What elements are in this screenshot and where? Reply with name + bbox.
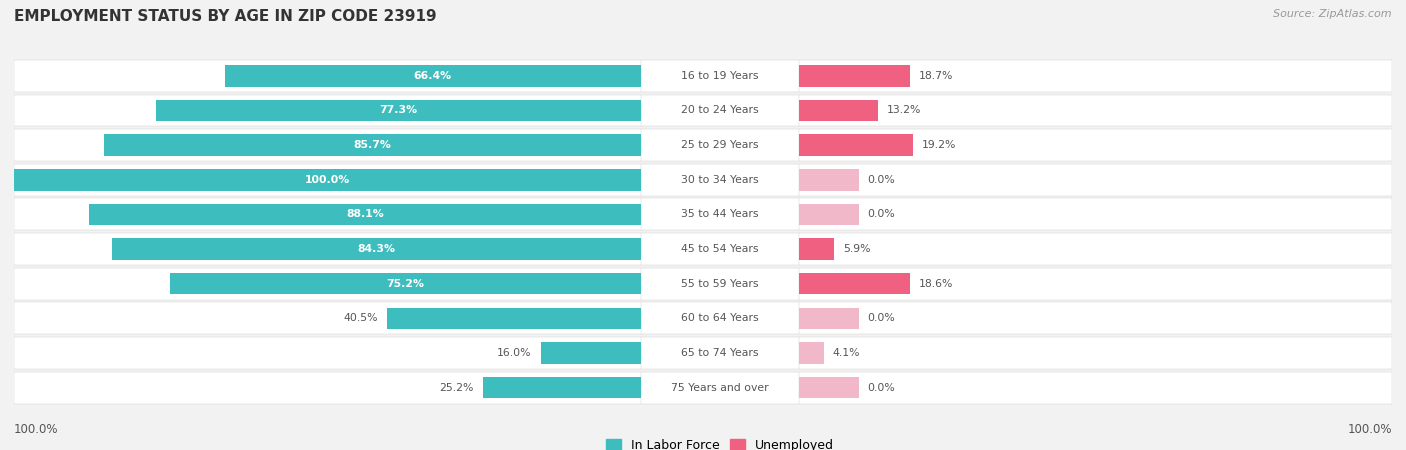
Bar xyxy=(800,238,834,260)
Text: 88.1%: 88.1% xyxy=(346,209,384,220)
Bar xyxy=(89,204,641,225)
Bar xyxy=(800,273,910,294)
Bar xyxy=(800,342,824,364)
Bar xyxy=(14,60,641,92)
Text: 40.5%: 40.5% xyxy=(343,313,378,324)
Text: 19.2%: 19.2% xyxy=(922,140,956,150)
Bar xyxy=(800,164,1392,196)
Bar xyxy=(800,60,1392,92)
Text: Source: ZipAtlas.com: Source: ZipAtlas.com xyxy=(1274,9,1392,19)
Bar xyxy=(641,129,800,161)
Text: 100.0%: 100.0% xyxy=(305,175,350,185)
Text: 18.6%: 18.6% xyxy=(918,279,953,289)
Bar xyxy=(800,129,1392,161)
Bar xyxy=(641,268,800,300)
Text: 35 to 44 Years: 35 to 44 Years xyxy=(682,209,759,220)
Text: 0.0%: 0.0% xyxy=(868,382,896,393)
Text: 75 Years and over: 75 Years and over xyxy=(672,382,769,393)
Bar xyxy=(641,60,800,92)
Bar xyxy=(800,198,1392,230)
Text: 30 to 34 Years: 30 to 34 Years xyxy=(682,175,759,185)
Text: 55 to 59 Years: 55 to 59 Years xyxy=(682,279,759,289)
Text: 0.0%: 0.0% xyxy=(868,209,896,220)
Bar xyxy=(541,342,641,364)
Bar xyxy=(14,337,641,369)
Text: 20 to 24 Years: 20 to 24 Years xyxy=(682,105,759,116)
Text: 16 to 19 Years: 16 to 19 Years xyxy=(682,71,759,81)
Bar xyxy=(800,100,877,121)
Bar xyxy=(800,377,859,398)
Bar xyxy=(800,372,1392,404)
Text: 100.0%: 100.0% xyxy=(14,423,59,436)
Bar xyxy=(14,372,641,404)
Bar xyxy=(641,198,800,230)
Bar xyxy=(641,372,800,404)
Bar xyxy=(14,94,641,126)
Bar xyxy=(14,169,641,190)
Bar xyxy=(14,129,641,161)
Text: 16.0%: 16.0% xyxy=(496,348,531,358)
Text: 75.2%: 75.2% xyxy=(387,279,425,289)
Bar xyxy=(387,308,641,329)
Text: 13.2%: 13.2% xyxy=(887,105,921,116)
Bar xyxy=(14,198,641,230)
Text: 85.7%: 85.7% xyxy=(353,140,391,150)
Bar xyxy=(800,337,1392,369)
Bar xyxy=(484,377,641,398)
Bar xyxy=(800,233,1392,265)
Text: 0.0%: 0.0% xyxy=(868,313,896,324)
Bar xyxy=(641,233,800,265)
Bar xyxy=(800,65,910,86)
Text: 77.3%: 77.3% xyxy=(380,105,418,116)
Bar xyxy=(641,302,800,334)
Text: 84.3%: 84.3% xyxy=(357,244,395,254)
Bar xyxy=(800,169,859,190)
Bar xyxy=(14,233,641,265)
Bar xyxy=(641,94,800,126)
Text: 18.7%: 18.7% xyxy=(920,71,953,81)
Text: 66.4%: 66.4% xyxy=(413,71,451,81)
Text: 60 to 64 Years: 60 to 64 Years xyxy=(682,313,759,324)
Bar xyxy=(14,164,641,196)
Bar xyxy=(800,94,1392,126)
Bar xyxy=(800,135,914,156)
Text: 45 to 54 Years: 45 to 54 Years xyxy=(682,244,759,254)
Bar xyxy=(170,273,641,294)
Text: 25.2%: 25.2% xyxy=(439,382,474,393)
Text: 100.0%: 100.0% xyxy=(1347,423,1392,436)
Bar xyxy=(800,204,859,225)
Text: 5.9%: 5.9% xyxy=(844,244,870,254)
Bar xyxy=(800,268,1392,300)
Text: 65 to 74 Years: 65 to 74 Years xyxy=(682,348,759,358)
Bar xyxy=(800,302,1392,334)
Bar xyxy=(641,164,800,196)
Bar xyxy=(156,100,641,121)
Text: 25 to 29 Years: 25 to 29 Years xyxy=(682,140,759,150)
Legend: In Labor Force, Unemployed: In Labor Force, Unemployed xyxy=(606,439,834,450)
Text: EMPLOYMENT STATUS BY AGE IN ZIP CODE 23919: EMPLOYMENT STATUS BY AGE IN ZIP CODE 239… xyxy=(14,9,437,24)
Bar xyxy=(641,337,800,369)
Text: 4.1%: 4.1% xyxy=(832,348,860,358)
Bar xyxy=(112,238,641,260)
Bar xyxy=(104,135,641,156)
Bar xyxy=(14,302,641,334)
Bar xyxy=(14,268,641,300)
Text: 0.0%: 0.0% xyxy=(868,175,896,185)
Bar xyxy=(225,65,641,86)
Bar xyxy=(800,308,859,329)
